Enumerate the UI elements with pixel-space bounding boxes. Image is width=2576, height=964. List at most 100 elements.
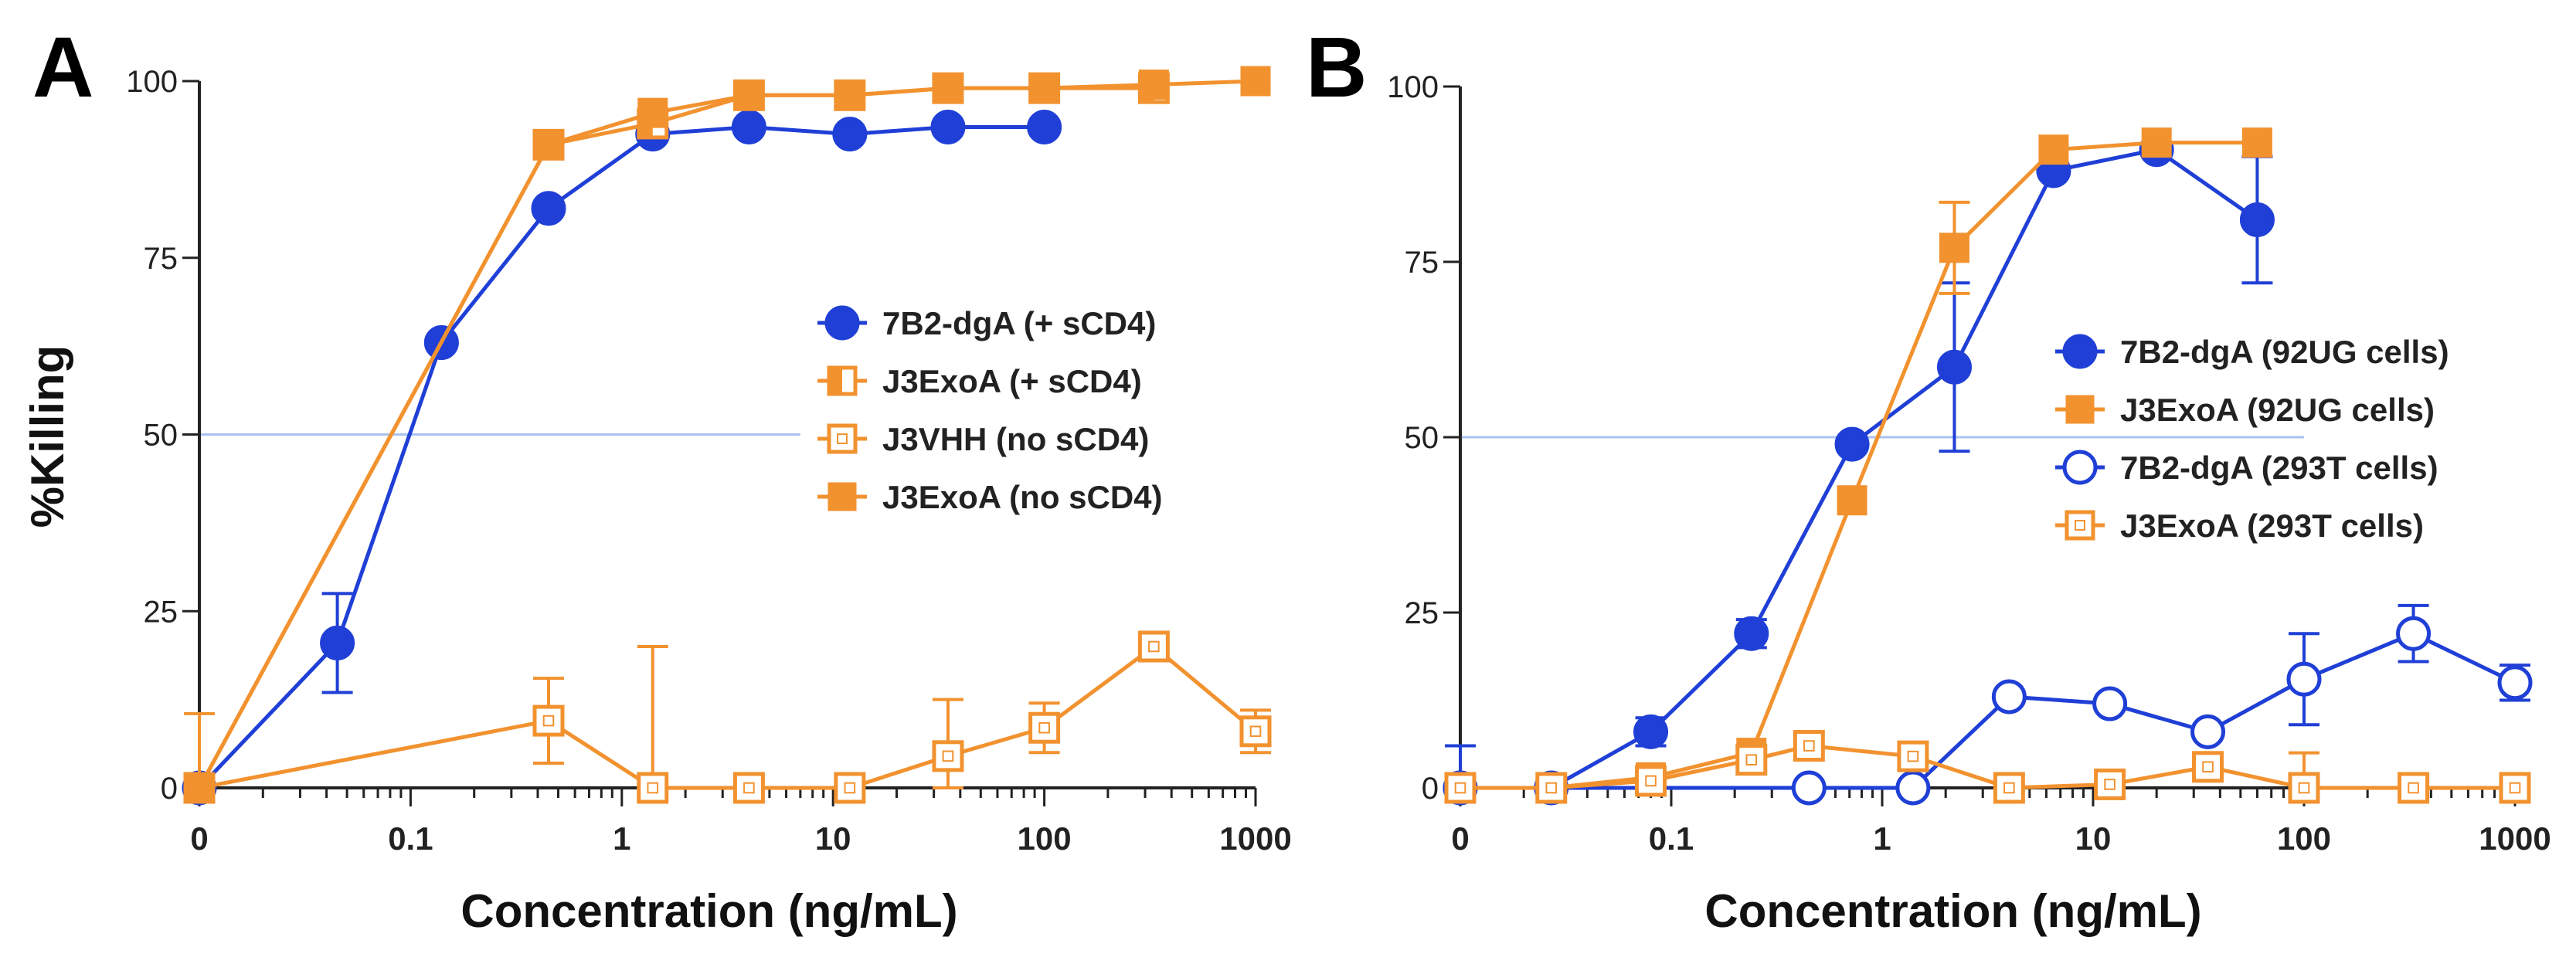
panel-a-data-point-inner [647,782,659,794]
panel-a-data-point [1029,73,1060,104]
panel-b-legend-label: J3ExoA (293T cells) [2120,507,2424,544]
panel-b-data-point-inner [1645,775,1657,787]
panel-b-data-point-inner [1803,740,1815,752]
panel-b-data-point [1936,349,1972,385]
panel-b-data-point-inner [2509,782,2521,794]
panel-a-data-point [1138,70,1169,100]
panel-a-x-tick-label: 10 [815,820,851,857]
panel-b-data-point [2190,714,2226,749]
panel-a-data-point [320,625,355,660]
panel-a-data-point [930,109,966,144]
panel-a-data-point-inner [542,715,555,727]
panel-b-data-point-inner [1745,754,1758,765]
panel-b-label: B [1306,20,1367,115]
panel-b-data-point [2499,772,2531,804]
panel-b-series-line [1460,631,2517,790]
panel-a-series-line [198,124,1045,789]
panel-a-data-point [731,109,766,144]
panel-a-data-point-inner [743,782,755,794]
panel-b-x-tick-label: 10 [2075,820,2112,857]
panel-b-data-point [2094,768,2126,800]
panel-b-legend-marker [2062,450,2098,485]
panel-a-y-tick-label: 100 [126,65,178,99]
panel-b-data-point-inner [1454,782,1466,794]
panel-b-data-point [2398,772,2430,804]
panel-b-data-point [2288,772,2320,804]
panel-a-series-line [199,644,1257,790]
panel-a-data-point-inner [1148,640,1160,653]
panel-a-y-axis-title: %Killing [22,345,73,528]
panel-b-x-tick-label: 0.1 [1649,820,1694,857]
panel-a-label: A [32,20,93,115]
panel-b-data-point [1635,765,1667,797]
panel-b-data-point [1791,770,1827,806]
panel-a-legend-label: 7B2-dgA (+ sCD4) [882,305,1156,341]
panel-b-data-point [1939,233,1969,263]
panel-b-data-point [1734,616,1769,651]
panel-b-data-point [2286,661,2322,697]
panel-b-data-point-inner [1907,750,1919,762]
panel-a-data-point-inner [1249,725,1262,738]
panel-a-data-point [532,704,565,737]
panel-b-legend-label: J3ExoA (92UG cells) [2120,392,2435,428]
panel-b-x-tick-label: 1000 [2479,820,2551,857]
panel-b-data-point [2396,616,2432,651]
panel-a-data-point [531,191,566,226]
panel-a-data-point [637,772,669,804]
panel-b-y-tick-label: 50 [1405,421,1439,455]
panel-a-x-tick-label: 1 [613,820,630,857]
panel-a-legend-label: J3ExoA (+ sCD4) [882,363,1142,399]
panel-b-legend-label: 7B2-dgA (92UG cells) [2120,334,2449,370]
panel-a-data-point-inner [844,782,856,794]
panel-a-series-3 [183,630,1272,804]
panel-b-y-tick-label: 100 [1387,70,1439,104]
panel-b-y-tick-label: 75 [1405,246,1439,280]
panel-b-data-point [2141,127,2172,158]
panel-a-data-point [533,129,564,160]
panel-a-x-tick-label: 0.1 [388,820,433,857]
panel-a-legend-label: J3VHH (no sCD4) [882,421,1149,457]
panel-b-data-point [1633,714,1669,749]
panel-b-data-point [1735,744,1768,776]
panel-a-data-point [184,772,215,803]
panel-a-data-point [637,97,668,128]
panel-b-data-point-inner [1545,782,1558,794]
panel-b-data-point [2241,127,2272,158]
panel-a-x-axis-title: Concentration (ng/mL) [460,885,957,937]
panel-a-legend: 7B2-dgA (+ sCD4) J3ExoA (+ sCD4) J3VHH (no… [817,305,1163,515]
panel-b-data-point [2192,751,2224,783]
panel-b-data-point [2497,665,2533,701]
panel-a-legend-marker [824,305,860,341]
panel-b-legend-marker [2065,510,2095,541]
panel-a-data-point [832,117,868,152]
panel-a-series-1 [182,109,1062,806]
panel-b-legend: 7B2-dgA (92UG cells) J3ExoA (92UG cells) 7… [2055,334,2449,544]
panel-a-data-point [1239,715,1272,748]
panel-b-data-point [1897,740,1929,772]
panel-b-legend-marker-inner [2075,520,2085,531]
panel-b-data-point [2092,686,2128,721]
panel-a-y-tick-label: 50 [144,419,178,453]
panel-a-data-point [1027,109,1062,144]
panel-a-data-point [1137,630,1170,663]
panel-a-y-tick-label: 75 [144,242,178,276]
panel-b-data-point [1991,679,2027,715]
panel-b-legend-marker [2065,395,2095,424]
panel-a-data-point [1028,711,1061,744]
panel-a-data-point-inner [942,750,954,762]
panel-b-series-4 [1444,730,2531,804]
panel-b-data-point [1834,426,1870,462]
panel-b-data-point-inner [2298,782,2310,794]
panel-a-legend-marker [828,482,857,511]
panel-a-data-point [932,740,964,772]
panel-b-legend-marker [2062,334,2098,369]
panel-b-x-tick-label: 1 [1873,820,1891,857]
panel-b-series-line [1460,744,2515,790]
panel-b-data-point [1837,485,1867,516]
panel-b-data-point [1993,772,2025,804]
panel-a-data-point [733,80,764,110]
panel-b-legend-label: 7B2-dgA (293T cells) [2120,450,2438,486]
